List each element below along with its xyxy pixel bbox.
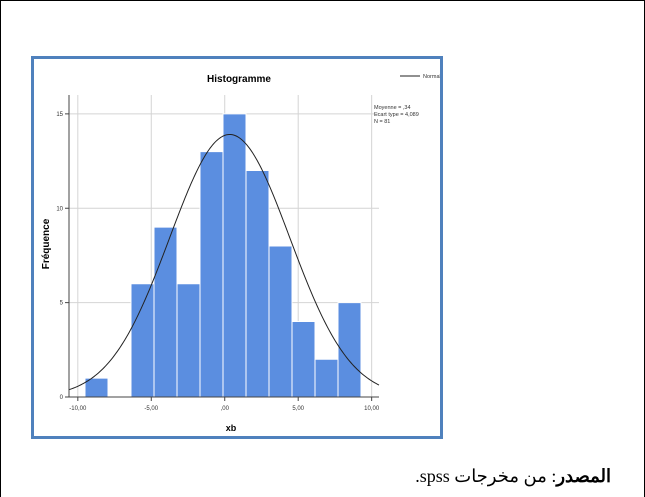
x-tick-label: -5,00	[144, 406, 158, 412]
histogram-bar	[291, 321, 316, 398]
stats-line: Ecart type = 4,089	[374, 112, 419, 118]
histogram-bar	[222, 113, 247, 398]
legend: Normal	[400, 74, 440, 80]
histogram-bars	[84, 113, 362, 398]
y-tick-label: 0	[60, 395, 64, 401]
caption-bold: المصدر	[556, 466, 611, 486]
x-tick-label: ,00	[221, 406, 230, 412]
axes: -10,00 -5,00 ,00 5,00 10,00 0 5 10 15	[56, 95, 380, 412]
histogram-bar	[314, 358, 339, 398]
histogram-bar	[176, 283, 201, 398]
x-tick-label: -10,00	[69, 406, 87, 412]
chart-title: Histogramme	[207, 74, 271, 85]
histogram-chart: -10,00 -5,00 ,00 5,00 10,00 0 5 10 15 Histogramm…	[41, 74, 440, 433]
stats-line: Moyenne = ,34	[374, 105, 411, 111]
x-axis-label: xb	[226, 423, 237, 433]
x-tick-label: 5,00	[292, 406, 304, 412]
y-tick-label: 5	[60, 301, 64, 307]
chart-frame: -10,00 -5,00 ,00 5,00 10,00 0 5 10 15 Histogramm…	[31, 56, 443, 439]
normal-curve	[68, 133, 380, 391]
y-tick-label: 10	[56, 206, 63, 212]
source-caption: المصدر: من مخرجات spss.	[415, 466, 611, 487]
histogram-bar	[199, 151, 224, 398]
histogram-bar	[245, 170, 270, 398]
stats-line: N = 81	[374, 119, 390, 125]
x-tick-label: 10,00	[364, 406, 380, 412]
caption-rest: : من مخرجات spss.	[415, 466, 557, 486]
histogram-bar	[268, 245, 293, 398]
histogram-bar	[130, 283, 155, 398]
legend-label: Normal	[423, 74, 440, 80]
y-tick-label: 15	[56, 112, 63, 118]
histogram-bar	[153, 226, 178, 398]
y-axis-label: Fréquence	[41, 218, 52, 269]
